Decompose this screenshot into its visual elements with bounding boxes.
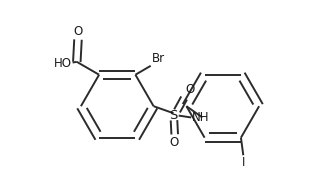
Text: S: S (169, 109, 178, 122)
Text: Br: Br (152, 52, 165, 65)
Text: NH: NH (192, 111, 210, 124)
Text: O: O (73, 25, 83, 38)
Text: O: O (185, 83, 194, 96)
Text: HO: HO (54, 56, 72, 70)
Text: O: O (169, 136, 178, 149)
Text: I: I (242, 156, 245, 169)
